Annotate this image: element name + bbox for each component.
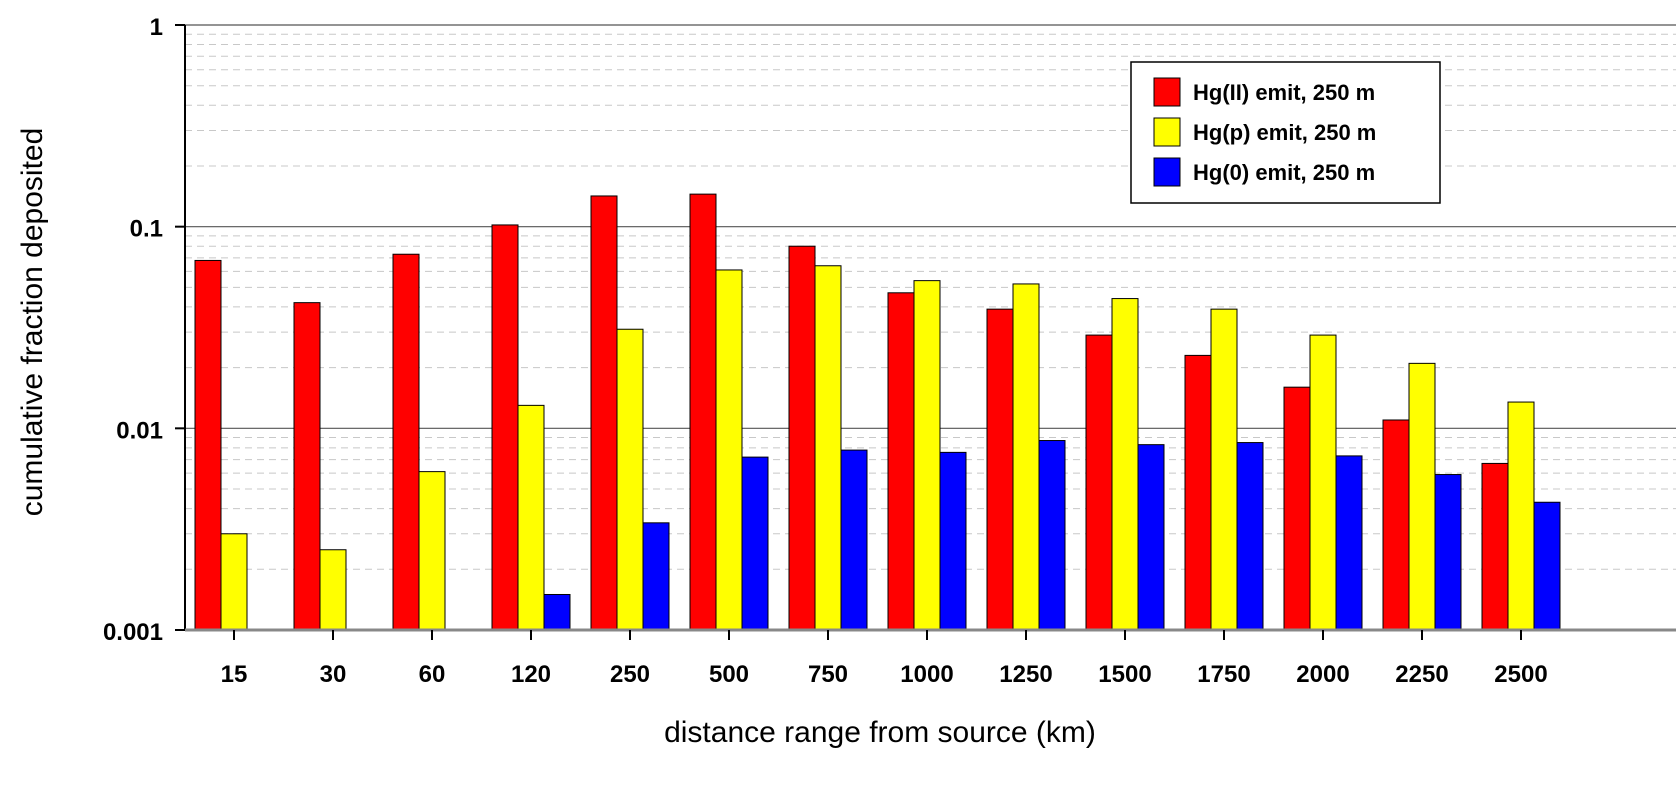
x-tick-label: 30 <box>320 661 347 688</box>
bar-hg0-250 <box>642 522 670 631</box>
x-tick-label: 1250 <box>999 661 1052 688</box>
bar-hg0-2000 <box>1335 455 1363 631</box>
bar-hg0-120 <box>543 593 571 631</box>
bar-hgii-1250 <box>986 308 1014 631</box>
bar-hgp-2500 <box>1507 401 1535 631</box>
bar-hgp-250 <box>616 328 644 631</box>
bar-hgp-30 <box>319 549 347 631</box>
legend: Hg(II) emit, 250 m Hg(p) emit, 250 m Hg(0)… <box>1130 61 1441 204</box>
bar-hgii-60 <box>392 253 420 631</box>
y-tick-label: 0.01 <box>116 417 163 444</box>
bar-hgp-2000 <box>1309 334 1337 631</box>
bar-hgp-1000 <box>913 280 941 631</box>
legend-label: Hg(p) emit, 250 m <box>1193 120 1376 145</box>
legend-box <box>1130 61 1441 204</box>
bar-hg0-1500 <box>1137 444 1165 631</box>
bar-hg0-2250 <box>1434 474 1462 631</box>
bar-hgp-15 <box>220 533 248 631</box>
axes <box>184 25 1676 632</box>
x-tick-label: 250 <box>610 661 650 688</box>
x-tick-label: 60 <box>419 661 446 688</box>
bar-hgii-1750 <box>1184 354 1212 631</box>
bar-hgii-1000 <box>887 292 915 631</box>
x-tick-label: 1000 <box>900 661 953 688</box>
legend-label: Hg(0) emit, 250 m <box>1193 160 1375 185</box>
bar-hgii-1500 <box>1085 334 1113 631</box>
bar-hgp-500 <box>715 269 743 631</box>
x-tick-label: 2000 <box>1296 661 1349 688</box>
bar-hg0-1250 <box>1038 440 1066 631</box>
y-axis-title: cumulative fraction deposited <box>16 128 49 517</box>
bar-hgii-120 <box>491 224 519 631</box>
x-tick-label: 1500 <box>1098 661 1151 688</box>
bar-hgp-2250 <box>1408 362 1436 631</box>
x-tick-label: 15 <box>221 661 248 688</box>
y-tick-label: 0.001 <box>103 619 163 646</box>
bar-hgp-1500 <box>1111 298 1139 631</box>
bars <box>194 193 1561 631</box>
bar-hgii-500 <box>689 193 717 631</box>
bar-hgp-750 <box>814 265 842 631</box>
x-tick-labels: 15 30 60 120 250 500 750 1000 1250 1500 1750 2000 22… <box>221 630 1548 688</box>
legend-label: Hg(II) emit, 250 m <box>1193 80 1375 105</box>
bar-hgii-2000 <box>1283 386 1311 631</box>
x-tick-label: 2250 <box>1395 661 1448 688</box>
bar-hg0-1750 <box>1236 442 1264 631</box>
bar-hgii-2500 <box>1481 462 1509 631</box>
x-tick-label: 120 <box>511 661 551 688</box>
bar-hg0-2500 <box>1533 501 1561 631</box>
bar-hgii-15 <box>194 259 222 631</box>
y-tick-label: 1 <box>150 14 163 41</box>
y-tick-labels: 0.001 0.01 0.1 1 <box>103 14 163 646</box>
bar-hgii-30 <box>293 302 321 631</box>
x-tick-label: 2500 <box>1494 661 1547 688</box>
bar-hgii-250 <box>590 195 618 631</box>
bar-hg0-750 <box>840 449 868 631</box>
legend-swatch <box>1153 157 1181 187</box>
y-tick-label: 0.1 <box>130 216 163 243</box>
bar-hgp-60 <box>418 471 446 631</box>
bar-hgii-750 <box>788 245 816 631</box>
x-axis-title: distance range from source (km) <box>664 716 1096 749</box>
legend-swatch <box>1153 117 1181 147</box>
bar-hgp-1750 <box>1210 308 1238 631</box>
bar-hgii-2250 <box>1382 419 1410 631</box>
x-tick-label: 1750 <box>1197 661 1250 688</box>
bar-hgp-120 <box>517 404 545 631</box>
bar-hgp-1250 <box>1012 283 1040 631</box>
bar-hg0-1000 <box>939 451 967 631</box>
x-tick-label: 750 <box>808 661 848 688</box>
x-tick-label: 500 <box>709 661 749 688</box>
legend-swatch <box>1153 77 1181 107</box>
bar-hg0-500 <box>741 456 769 631</box>
